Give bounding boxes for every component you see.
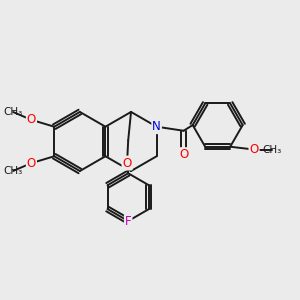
Text: O: O [27, 157, 36, 169]
Text: F: F [125, 214, 131, 227]
Text: O: O [179, 148, 188, 161]
Text: CH₃: CH₃ [4, 166, 23, 176]
Text: CH₃: CH₃ [4, 107, 23, 117]
Text: O: O [249, 143, 259, 156]
Text: N: N [152, 120, 161, 133]
Text: O: O [122, 157, 132, 169]
Text: O: O [27, 113, 36, 126]
Text: CH₃: CH₃ [262, 145, 282, 154]
